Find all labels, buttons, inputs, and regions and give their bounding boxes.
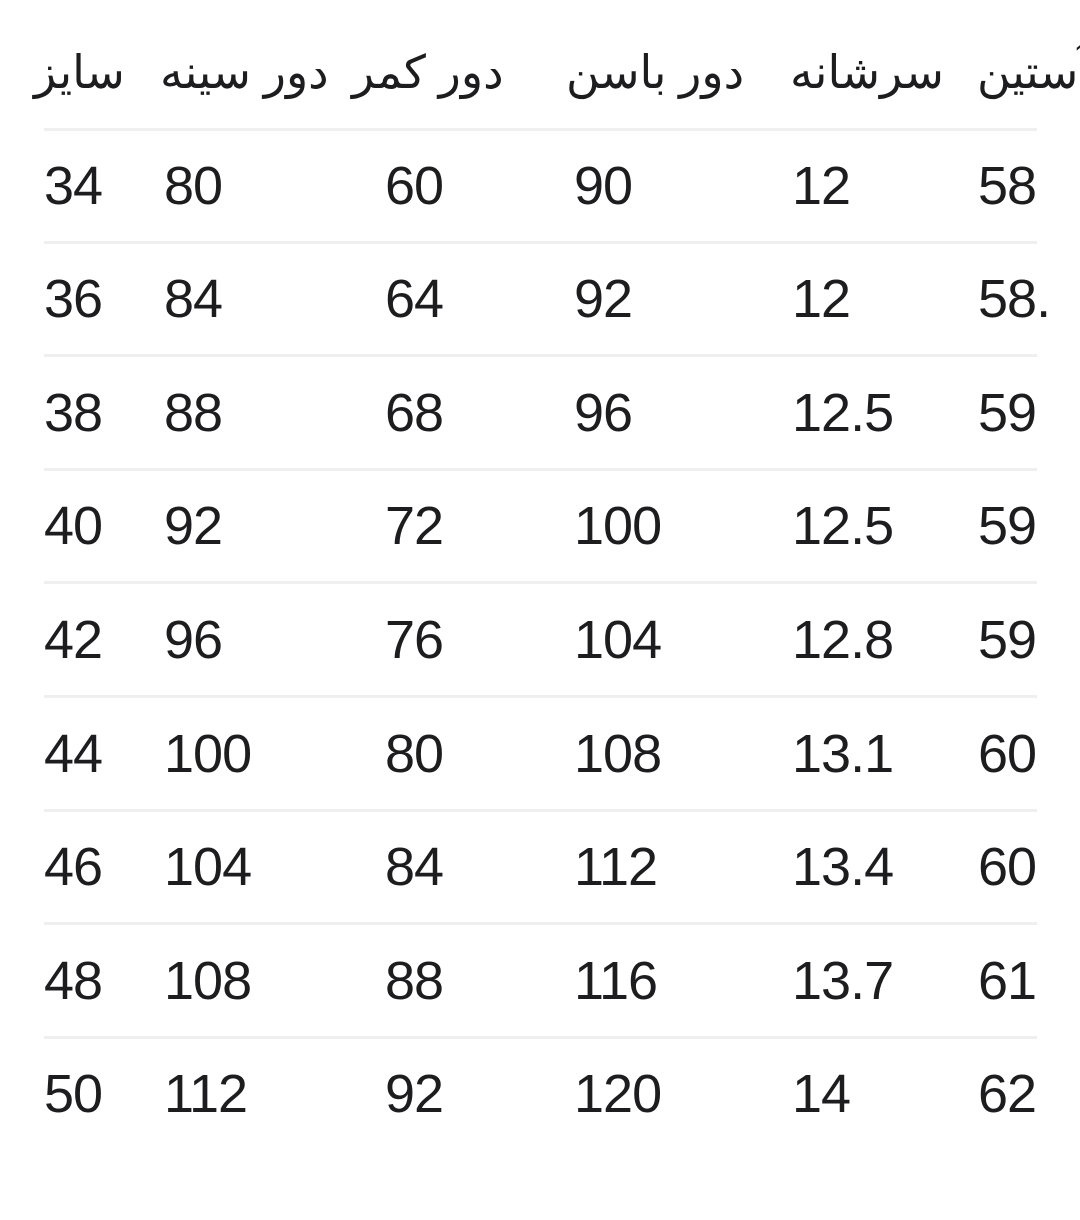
cell-hip: 100	[574, 496, 662, 557]
cell-waist: 76	[385, 609, 444, 670]
row-divider	[44, 467, 1037, 471]
cell-sleeve: 58	[978, 155, 1037, 216]
table-row: 40 92 72 100 12.5 59	[0, 471, 1080, 585]
cell-hip: 120	[574, 1064, 662, 1125]
table-row: 44 100 80 108 13.1 60	[0, 698, 1080, 812]
cell-chest: 96	[164, 609, 223, 670]
cell-sleeve: 60	[978, 837, 1037, 898]
cell-hip: 96	[574, 382, 633, 443]
cell-size: 48	[44, 950, 103, 1011]
cell-waist: 80	[385, 723, 444, 784]
cell-chest: 100	[164, 723, 252, 784]
cell-chest: 92	[164, 496, 223, 557]
cell-chest: 112	[164, 1064, 248, 1125]
cell-size: 40	[44, 496, 103, 557]
cell-chest: 108	[164, 950, 252, 1011]
column-header-shoulder: سرشانه	[790, 46, 944, 98]
cell-size: 46	[44, 837, 103, 898]
cell-shoulder: 13.4	[792, 837, 894, 898]
cell-sleeve: 59	[978, 382, 1037, 443]
table-row: 36 84 64 92 12 58.5	[0, 244, 1080, 358]
table-header-row: سایز دور سینه دور کمر دور باسن سرشانه آستین	[0, 0, 1080, 131]
cell-waist: 60	[385, 155, 444, 216]
cell-waist: 72	[385, 496, 444, 557]
cell-shoulder: 12.8	[792, 609, 894, 670]
cell-size: 38	[44, 382, 103, 443]
table-row: 42 96 76 104 12.8 59	[0, 584, 1080, 698]
cell-size: 36	[44, 269, 103, 330]
cell-chest: 88	[164, 382, 223, 443]
cell-shoulder: 14	[792, 1064, 851, 1125]
row-divider	[44, 354, 1037, 358]
cell-size: 50	[44, 1064, 103, 1125]
cell-shoulder: 13.7	[792, 950, 894, 1011]
column-header-size: سایز	[34, 46, 125, 98]
cell-waist: 84	[385, 837, 444, 898]
cell-sleeve: 59	[978, 609, 1037, 670]
header-divider	[44, 128, 1037, 131]
cell-waist: 92	[385, 1064, 444, 1125]
cell-hip: 104	[574, 609, 662, 670]
column-header-hip: دور باسن	[566, 46, 745, 98]
column-header-chest: دور سینه	[160, 46, 329, 98]
column-header-sleeve: آستین	[977, 46, 1080, 98]
row-divider	[44, 694, 1037, 698]
cell-hip: 108	[574, 723, 662, 784]
cell-chest: 80	[164, 155, 223, 216]
column-header-waist: دور کمر	[352, 46, 504, 98]
cell-size: 44	[44, 723, 103, 784]
cell-hip: 92	[574, 269, 633, 330]
cell-hip: 90	[574, 155, 633, 216]
cell-hip: 112	[574, 837, 658, 898]
cell-sleeve: 62	[978, 1064, 1037, 1125]
cell-chest: 104	[164, 837, 252, 898]
cell-shoulder: 12	[792, 155, 851, 216]
row-divider	[44, 1035, 1037, 1039]
row-divider	[44, 922, 1037, 926]
table-row: 46 104 84 112 13.4 60	[0, 812, 1080, 926]
cell-size: 42	[44, 609, 103, 670]
cell-shoulder: 12.5	[792, 496, 894, 557]
table-row: 50 112 92 120 14 62	[0, 1039, 1080, 1153]
cell-waist: 68	[385, 382, 444, 443]
cell-shoulder: 13.1	[792, 723, 894, 784]
table-row: 34 80 60 90 12 58	[0, 130, 1080, 244]
cell-sleeve: 61	[978, 950, 1037, 1011]
row-divider	[44, 240, 1037, 244]
cell-chest: 84	[164, 269, 223, 330]
cell-hip: 116	[574, 950, 658, 1011]
cell-sleeve: 60	[978, 723, 1037, 784]
row-divider	[44, 808, 1037, 812]
row-divider	[44, 581, 1037, 585]
table-row: 38 88 68 96 12.5 59	[0, 357, 1080, 471]
cell-shoulder: 12.5	[792, 382, 894, 443]
cell-sleeve: 58.5	[978, 269, 1050, 330]
cell-sleeve: 59	[978, 496, 1037, 557]
cell-waist: 64	[385, 269, 444, 330]
cell-shoulder: 12	[792, 269, 851, 330]
cell-waist: 88	[385, 950, 444, 1011]
cell-size: 34	[44, 155, 103, 216]
table-row: 48 108 88 116 13.7 61	[0, 925, 1080, 1039]
